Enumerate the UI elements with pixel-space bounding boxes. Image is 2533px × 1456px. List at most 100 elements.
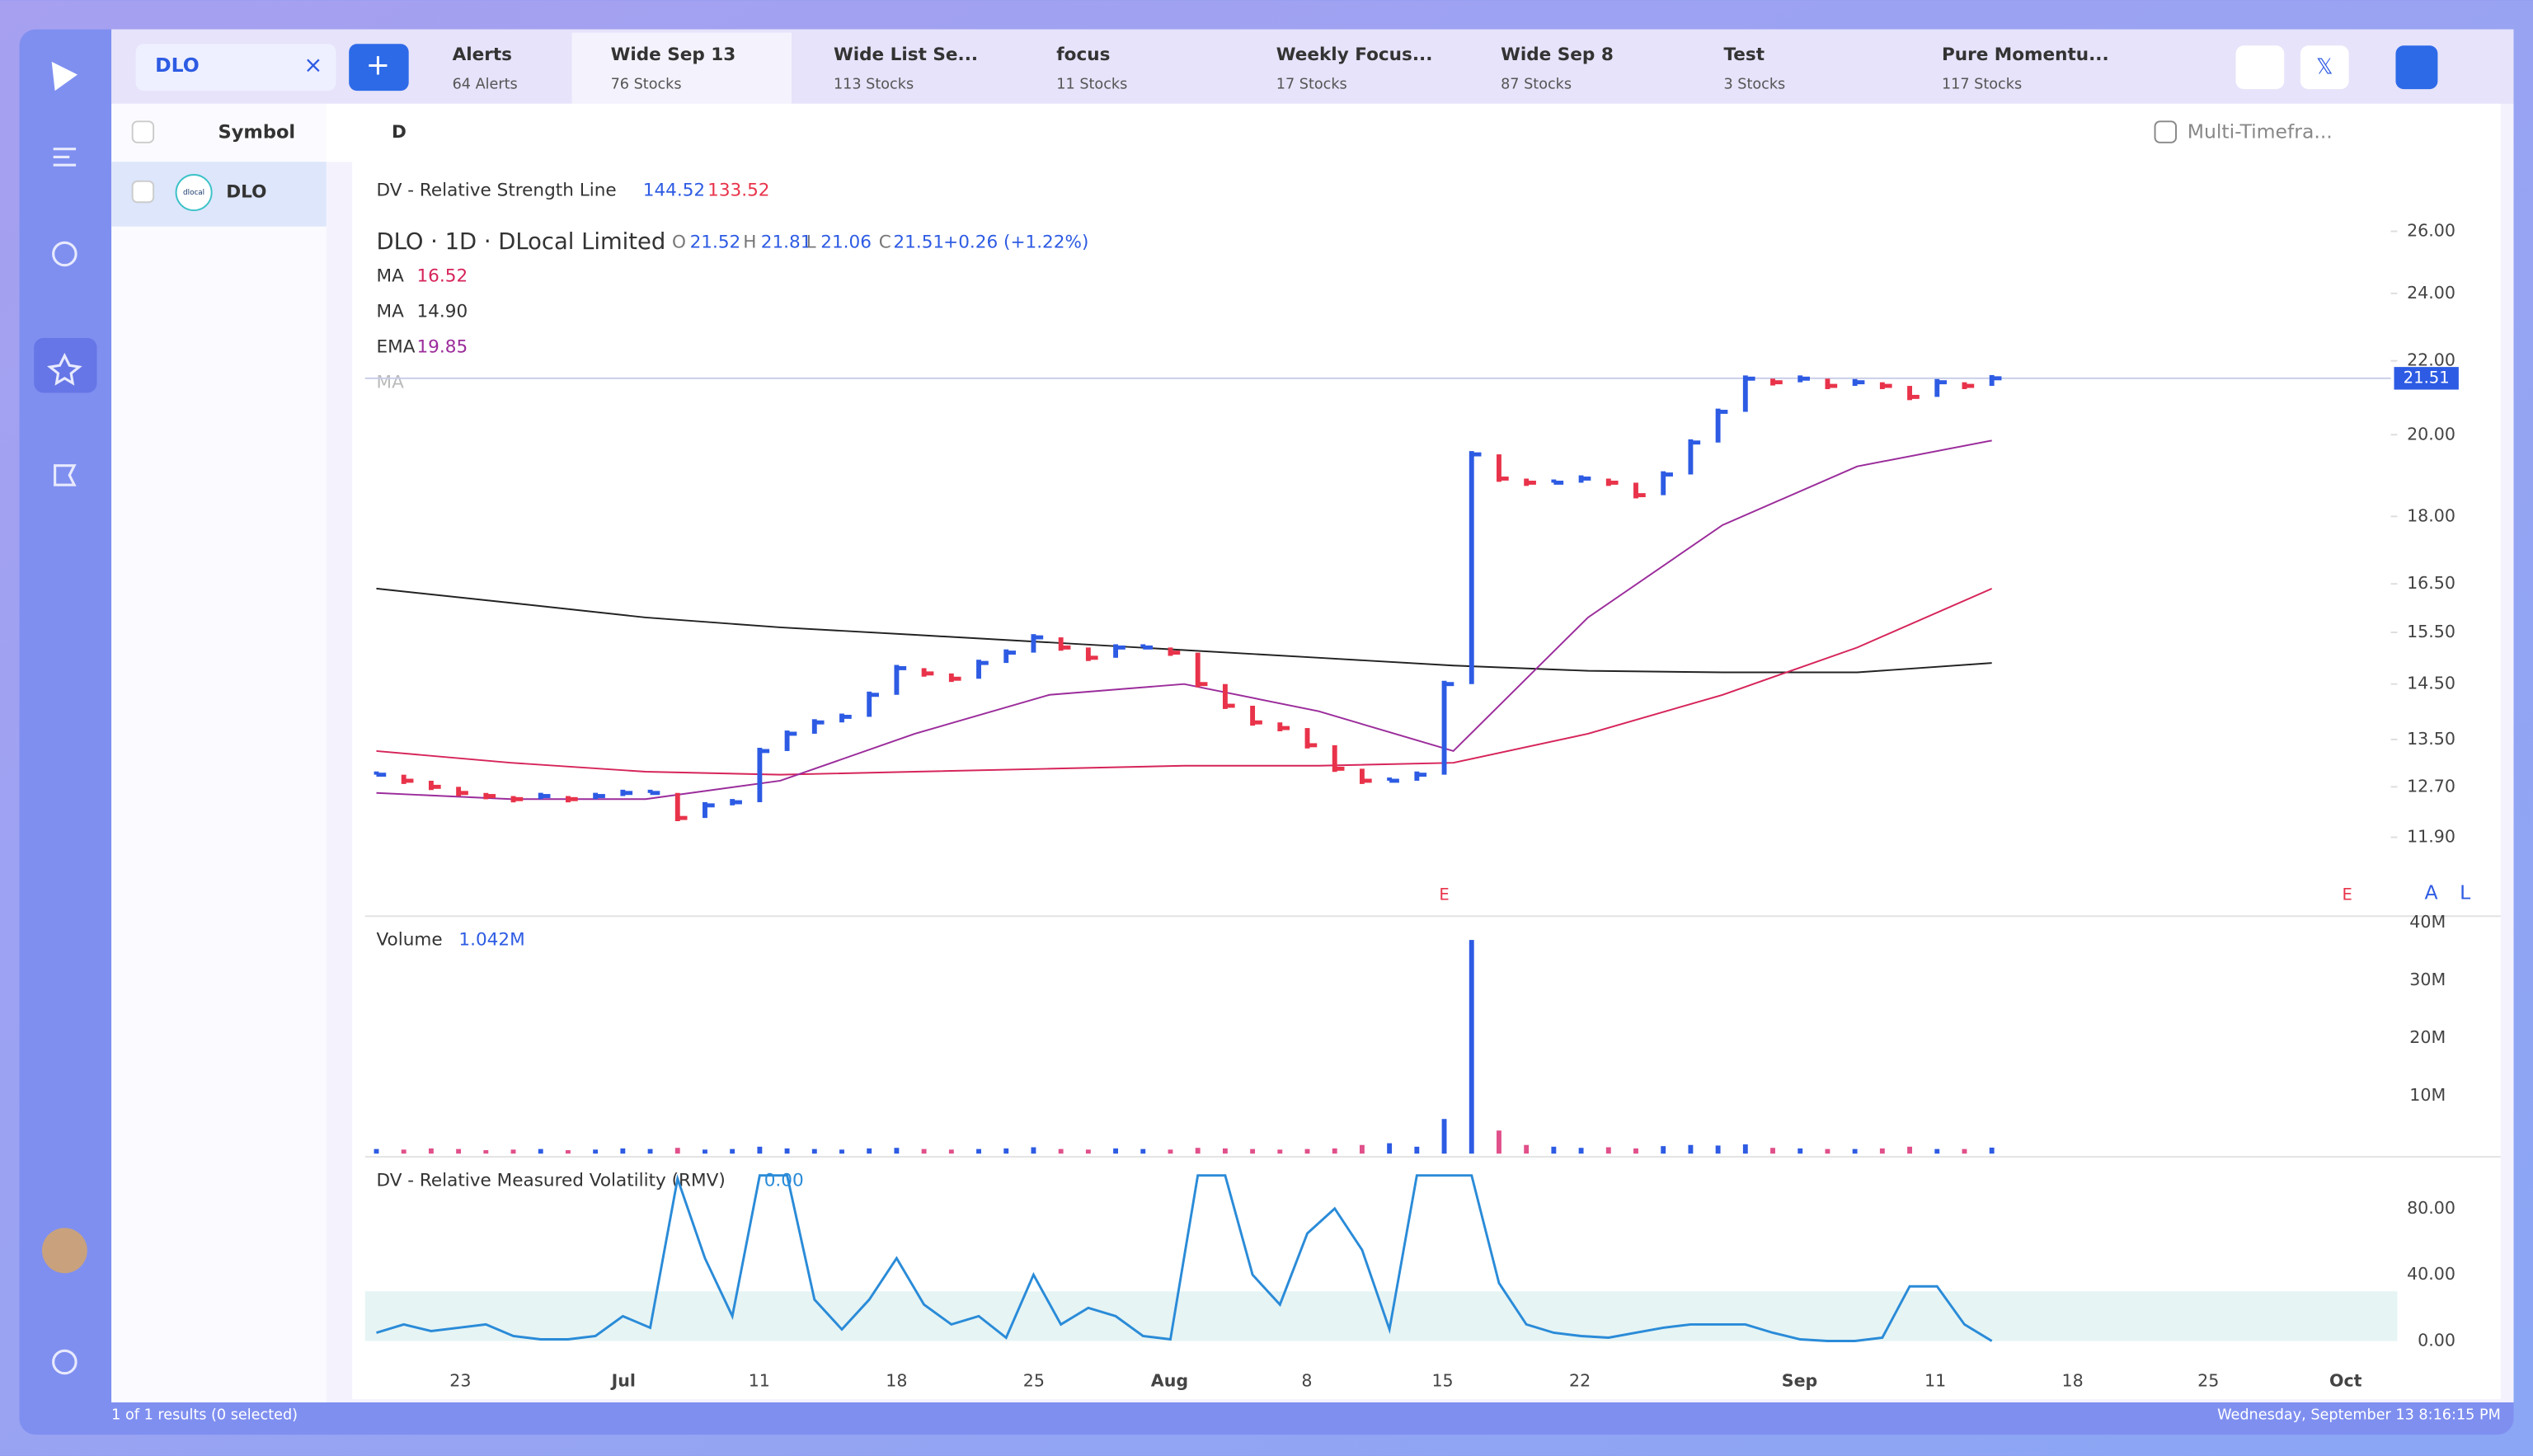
add-button[interactable] — [349, 44, 409, 92]
x-tick-label: Oct — [2329, 1370, 2362, 1390]
tab-name[interactable]: Test — [1723, 45, 1765, 65]
search-text[interactable]: DLO — [155, 54, 200, 77]
volume-bar — [1798, 1148, 1803, 1154]
legend-name: MA — [376, 373, 404, 393]
volume-bar — [1633, 1148, 1638, 1154]
add-icon[interactable]: + — [366, 49, 391, 82]
y-tick-label: 13.50 — [2407, 729, 2455, 749]
price-bar — [948, 673, 961, 683]
volume-value: 1.042M — [458, 930, 524, 951]
tab-count[interactable]: 64 Alerts — [453, 76, 518, 92]
price-bar — [456, 787, 468, 796]
volume-bar — [1497, 1130, 1501, 1154]
x-icon[interactable]: 𝕏 — [2316, 55, 2333, 80]
event-marker: E — [2343, 885, 2352, 904]
price-bar — [703, 801, 715, 819]
y-tick-label: 10M — [2409, 1085, 2446, 1105]
y-tick-label: 14.50 — [2407, 674, 2455, 693]
tab-count[interactable]: 3 Stocks — [1723, 76, 1785, 92]
tab-count[interactable]: 11 Stocks — [1056, 76, 1127, 92]
y-tick-label: 26.00 — [2407, 221, 2455, 241]
volume-bar — [1989, 1147, 1995, 1154]
clear-search[interactable]: × — [303, 53, 322, 78]
volume-bar — [1742, 1144, 1748, 1154]
toolbar — [326, 103, 2501, 162]
tab-name[interactable]: Wide Sep 13 — [611, 45, 736, 65]
share-button[interactable] — [2235, 45, 2285, 90]
volume-bar — [1962, 1148, 1967, 1154]
tab-count[interactable]: 113 Stocks — [834, 76, 914, 92]
layout-select[interactable]: Multi-Timefra... — [2188, 120, 2333, 143]
x-tick-label: Sep — [1782, 1370, 1817, 1390]
volume-bar — [647, 1148, 653, 1154]
volume-bar — [510, 1149, 516, 1154]
y-tick-label: 11.90 — [2407, 827, 2455, 847]
price-bar — [976, 660, 989, 679]
x-tick-label: Aug — [1151, 1370, 1188, 1390]
tab-count[interactable]: 87 Stocks — [1501, 76, 1572, 92]
status-right: Wednesday, September 13 8:16:15 PM — [2217, 1407, 2501, 1424]
volume-bar — [538, 1148, 543, 1154]
y-tick-label: 24.00 — [2407, 283, 2455, 303]
checkbox[interactable] — [131, 120, 155, 143]
price-bar — [1742, 375, 1755, 412]
y-tick-label: 22.00 — [2407, 350, 2455, 370]
tab-bar — [111, 29, 2514, 104]
price-bar — [1003, 649, 1016, 664]
ohlc-l: 21.06 — [820, 232, 872, 252]
x-button[interactable] — [2300, 45, 2349, 90]
y-tick-label: 30M — [2409, 970, 2446, 989]
checkbox[interactable] — [131, 180, 155, 204]
volume-bar — [1140, 1148, 1146, 1154]
price-bar — [1989, 374, 2002, 387]
x-tick-label: 11 — [749, 1370, 770, 1390]
moving-average — [376, 588, 1993, 776]
price-bar — [1441, 680, 1454, 775]
volume-bar — [1770, 1148, 1775, 1154]
y-tick-label: 12.70 — [2407, 776, 2455, 796]
tab-count[interactable]: 17 Stocks — [1276, 76, 1347, 92]
volume-bar — [1934, 1148, 1940, 1154]
price-bar — [1387, 777, 1399, 783]
avatar[interactable] — [41, 1228, 87, 1274]
volume-bar — [565, 1150, 571, 1154]
chart-title: DLO · 1D · DLocal Limited — [376, 229, 665, 255]
scale-button[interactable]: A — [2425, 881, 2438, 904]
interval[interactable]: D — [392, 122, 407, 143]
tab-count[interactable]: 117 Stocks — [1942, 76, 2022, 92]
list-view[interactable] — [2395, 45, 2438, 90]
symbol-row[interactable]: DLO — [226, 182, 266, 203]
tab-name[interactable]: Pure Momentu... — [1942, 45, 2109, 65]
tab-name[interactable]: Wide Sep 8 — [1501, 45, 1614, 65]
y-tick-label: 40M — [2409, 912, 2446, 932]
price-bar — [1497, 454, 1509, 482]
volume-bar — [1003, 1148, 1009, 1154]
price-bar — [1605, 478, 1619, 486]
price-bar — [1085, 647, 1098, 661]
tab-name[interactable]: Wide List Se... — [834, 45, 978, 65]
x-tick-label: 15 — [1431, 1370, 1453, 1390]
tab-name[interactable]: focus — [1056, 45, 1110, 65]
tab-name[interactable]: Alerts — [453, 45, 512, 65]
volume-bar — [1168, 1149, 1173, 1154]
y-tick-label: 80.00 — [2407, 1198, 2455, 1218]
volume-label: Volume — [376, 930, 442, 951]
volume-bar — [1277, 1149, 1283, 1154]
search-box[interactable] — [135, 44, 336, 92]
tab-name[interactable]: Weekly Focus... — [1276, 45, 1433, 65]
volume-bar — [1195, 1148, 1201, 1154]
x-tick-label: 18 — [886, 1370, 907, 1390]
price-bar — [730, 799, 742, 805]
volume-bar — [1414, 1146, 1420, 1154]
tab-count[interactable]: 76 Stocks — [611, 76, 682, 92]
volume-bar — [894, 1148, 900, 1154]
volume-bar — [456, 1148, 462, 1154]
volume-bar — [1825, 1148, 1830, 1154]
price-bar — [1113, 644, 1126, 658]
volume-bar — [1524, 1144, 1530, 1154]
volume-bar — [1688, 1144, 1694, 1154]
scale-button[interactable]: L — [2460, 881, 2470, 904]
volume-bar — [1469, 940, 1474, 1154]
volume-bar — [757, 1146, 763, 1154]
